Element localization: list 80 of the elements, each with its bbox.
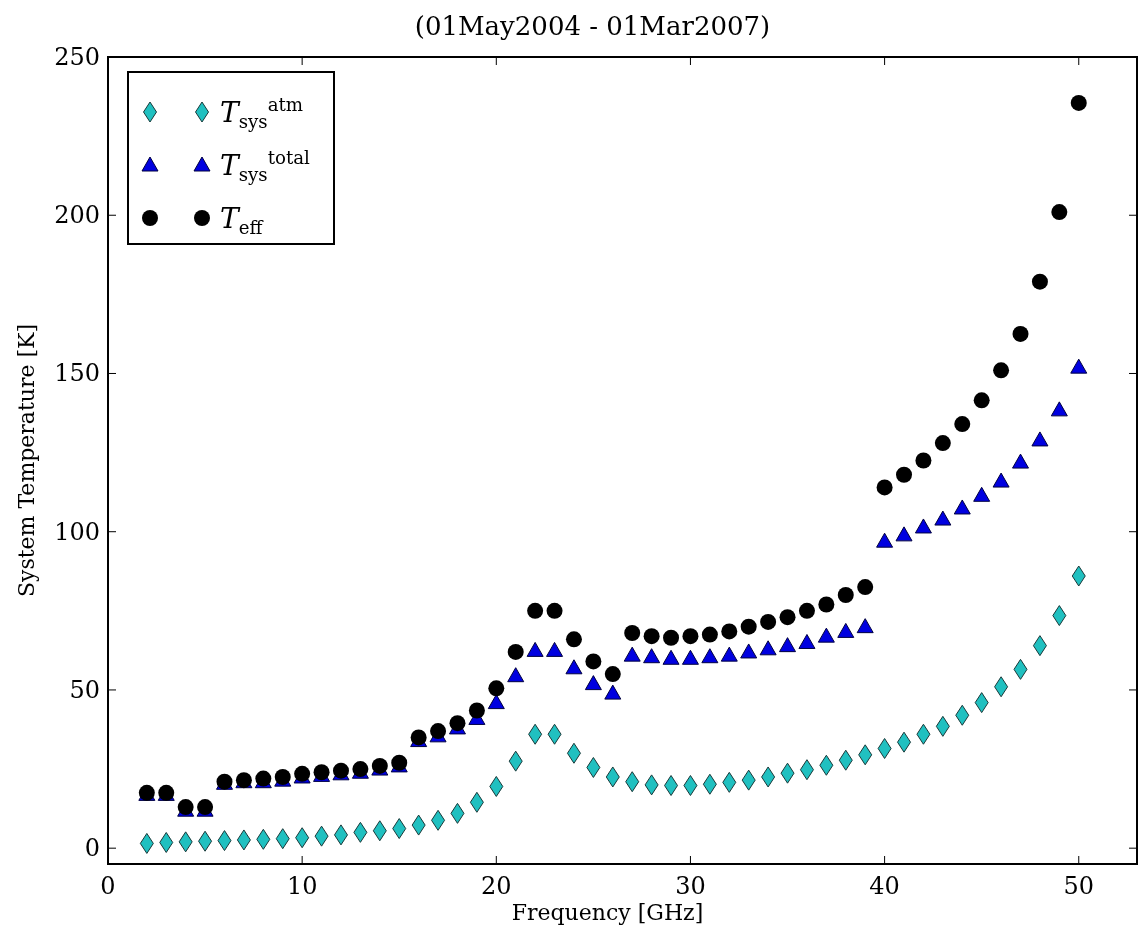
point — [662, 649, 680, 665]
point — [623, 646, 641, 662]
point — [779, 637, 797, 653]
point — [993, 362, 1010, 379]
point — [1031, 431, 1049, 447]
point — [1050, 401, 1068, 417]
point — [468, 702, 485, 719]
point — [565, 659, 583, 675]
y-tick-label: 200 — [54, 201, 100, 230]
point — [585, 653, 602, 670]
y-tick-label: 250 — [54, 43, 100, 71]
point — [487, 694, 505, 710]
point — [856, 618, 874, 634]
point — [721, 623, 738, 640]
point — [488, 680, 505, 697]
point — [895, 526, 913, 542]
point — [857, 579, 874, 596]
x-tick-label: 40 — [869, 872, 900, 900]
point — [914, 518, 932, 534]
point — [507, 667, 525, 683]
point — [720, 646, 738, 662]
point — [682, 628, 699, 645]
point — [449, 715, 466, 732]
point — [701, 648, 719, 664]
y-axis-title: System Temperature [K] — [14, 323, 39, 598]
point — [992, 472, 1010, 488]
point — [681, 649, 699, 665]
y-tick-label: 150 — [54, 359, 100, 388]
point — [527, 602, 544, 619]
point — [701, 626, 718, 643]
point — [837, 587, 854, 603]
point — [663, 629, 680, 646]
x-tick-label: 50 — [1063, 872, 1095, 900]
x-axis-title: Frequency [GHz] — [511, 900, 704, 925]
point — [876, 532, 894, 548]
point — [818, 596, 835, 613]
point — [798, 602, 815, 619]
point — [876, 479, 893, 496]
point — [973, 392, 990, 409]
point — [565, 631, 582, 648]
point — [526, 641, 544, 657]
y-tick-label: 50 — [69, 675, 100, 704]
point — [973, 486, 991, 502]
point — [604, 684, 622, 700]
point — [896, 466, 913, 483]
x-tick-label: 10 — [286, 872, 318, 900]
point — [953, 499, 971, 515]
y-tick-label: 100 — [54, 517, 100, 546]
point — [1070, 358, 1088, 374]
point — [817, 627, 835, 643]
point — [643, 648, 661, 664]
point — [507, 643, 524, 660]
point — [915, 452, 932, 469]
point — [430, 723, 447, 740]
point — [604, 666, 621, 683]
point — [1070, 94, 1087, 111]
chart-title: (01May2004 - 01Mar2007) — [414, 11, 771, 41]
point — [1012, 325, 1029, 342]
point — [740, 643, 758, 659]
point — [798, 633, 816, 649]
point — [1012, 453, 1030, 469]
point — [760, 613, 777, 630]
y-tick-label: 0 — [84, 834, 100, 863]
x-tick-label: 20 — [481, 872, 512, 900]
point — [934, 435, 951, 452]
point — [779, 609, 796, 626]
point — [934, 510, 952, 526]
point — [1031, 273, 1048, 290]
point — [954, 416, 971, 433]
legend-label: T$_{eff}$ — [220, 202, 265, 239]
point — [546, 602, 563, 619]
point — [1051, 204, 1068, 221]
point — [643, 628, 660, 645]
point — [624, 624, 641, 641]
point — [837, 622, 855, 638]
point — [584, 675, 602, 691]
point — [759, 640, 777, 656]
point — [546, 641, 564, 657]
point — [740, 618, 757, 635]
x-tick-label: 30 — [675, 872, 706, 900]
